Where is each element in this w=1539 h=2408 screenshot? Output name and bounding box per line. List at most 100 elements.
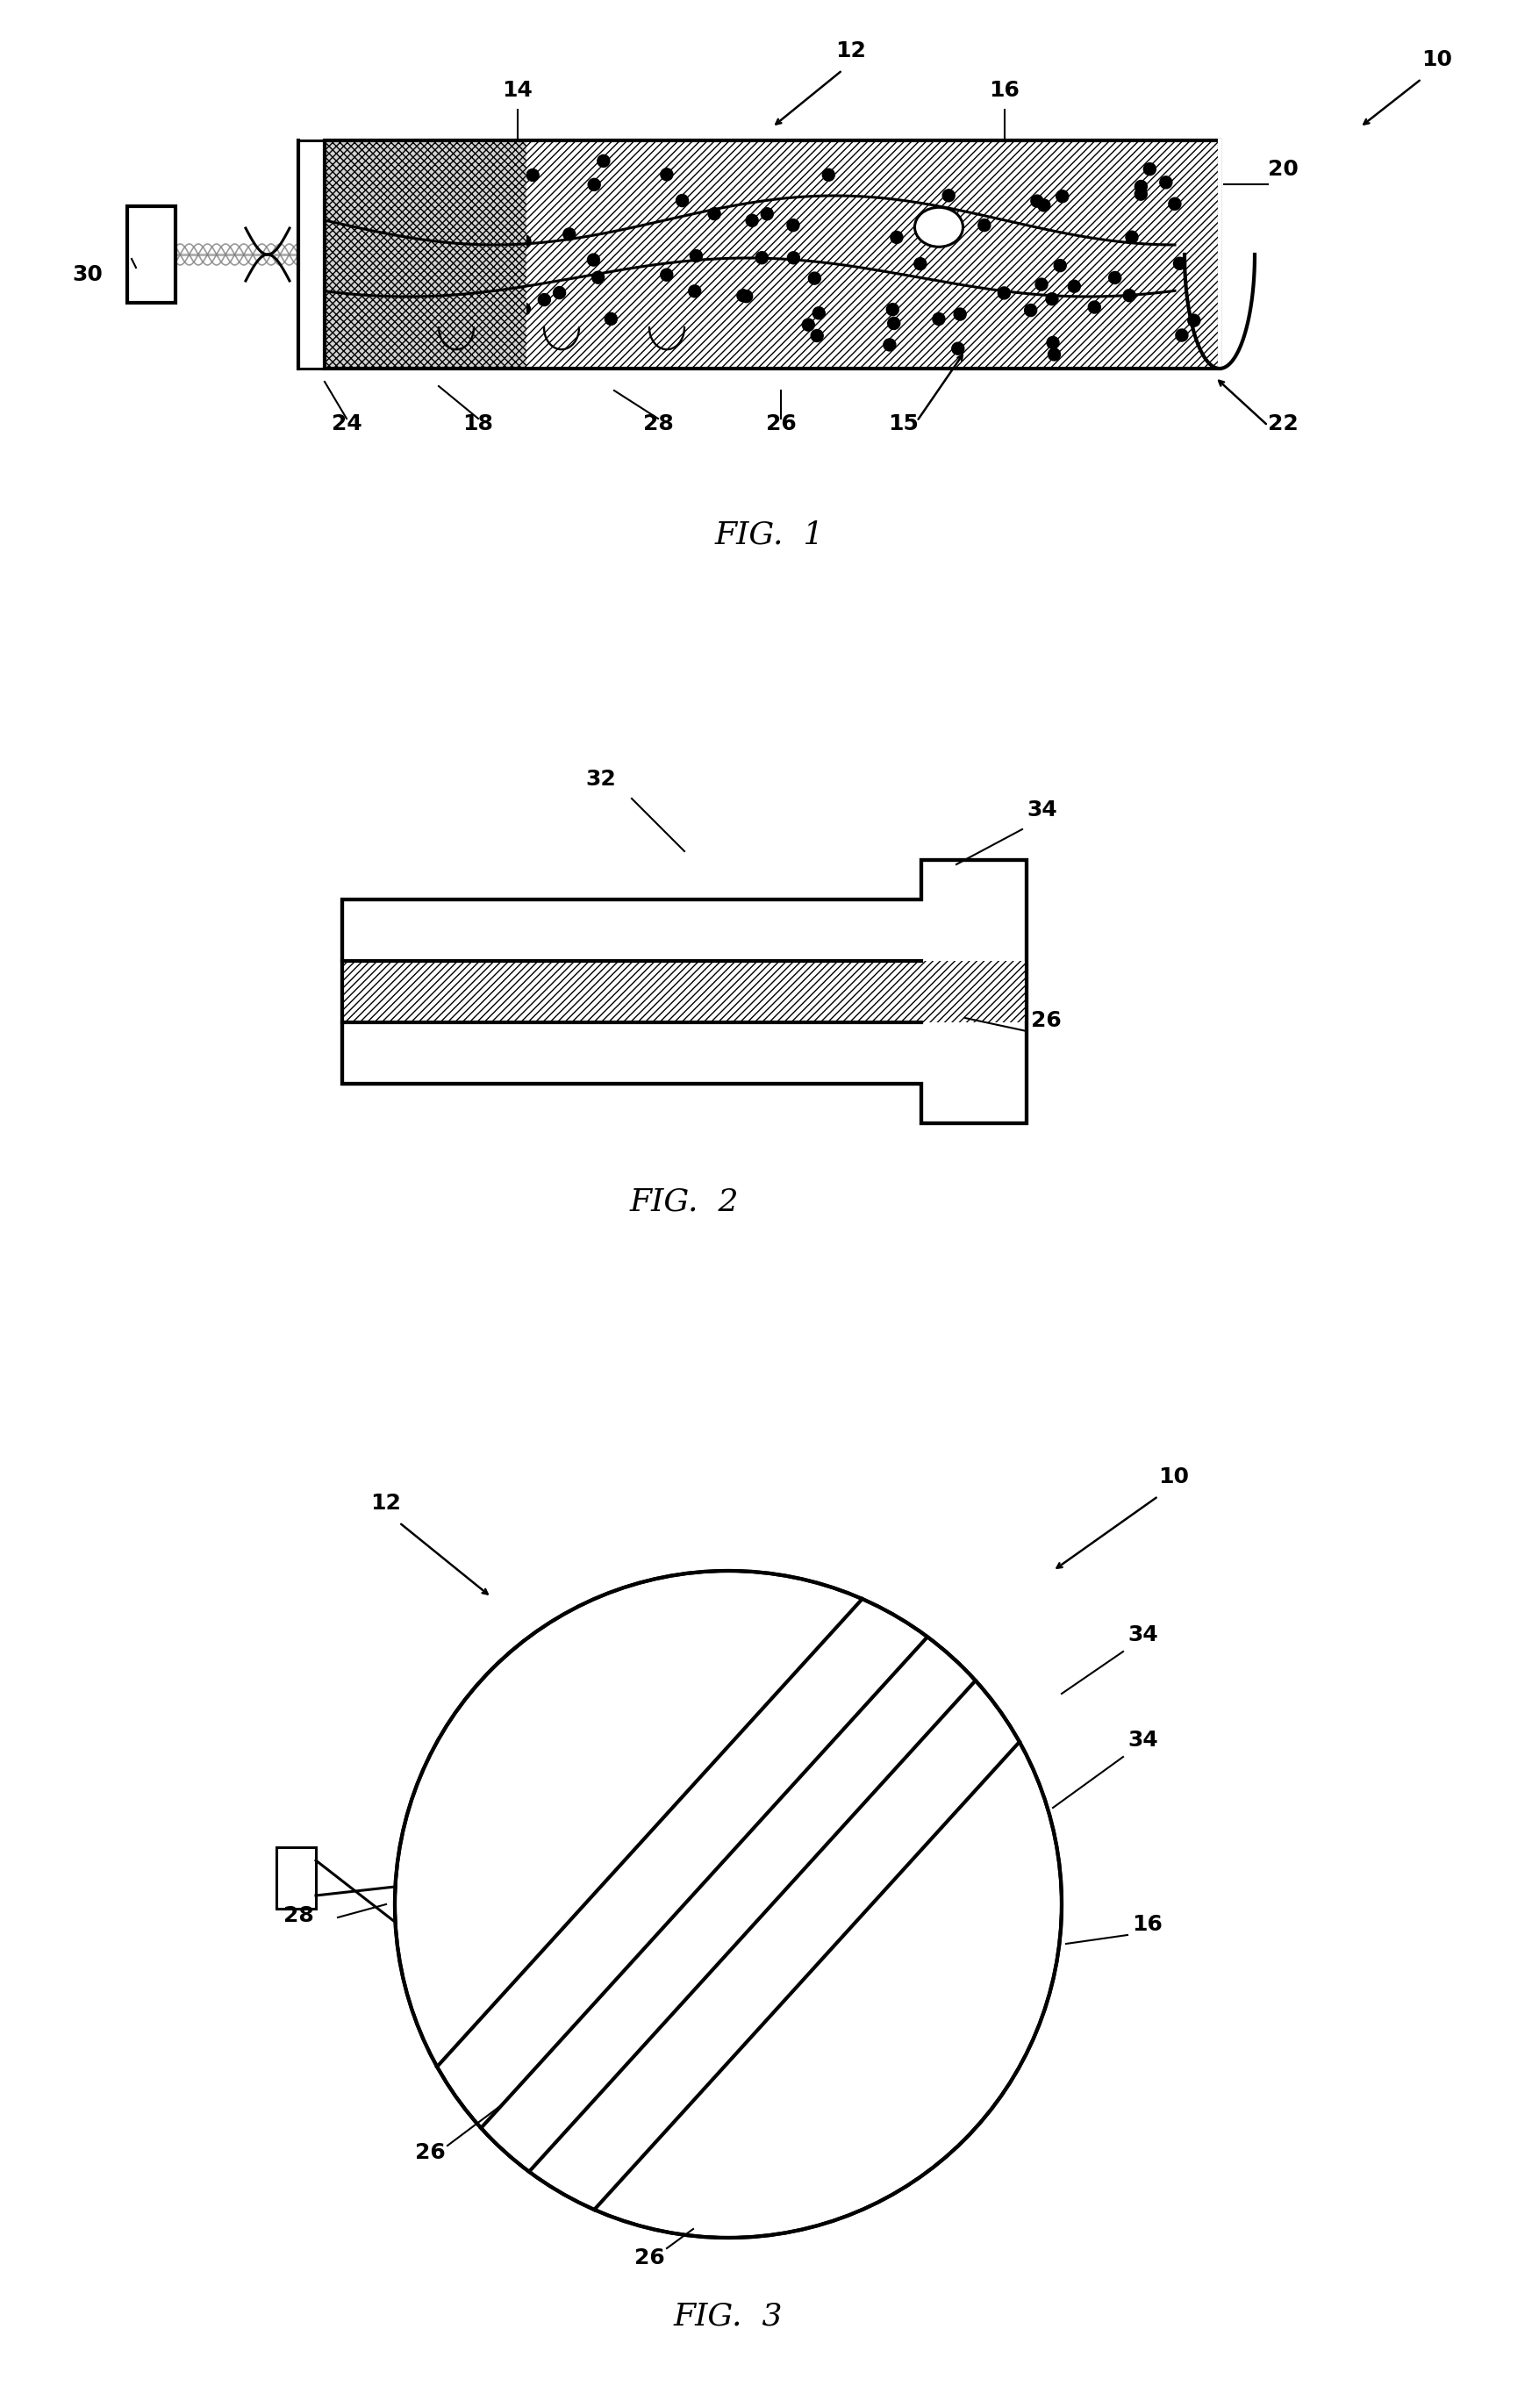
- Circle shape: [1134, 181, 1147, 193]
- Circle shape: [396, 1570, 1062, 2237]
- Circle shape: [933, 313, 945, 325]
- Circle shape: [1188, 315, 1200, 327]
- Circle shape: [676, 195, 688, 207]
- Text: 26: 26: [634, 2247, 665, 2268]
- Circle shape: [372, 282, 385, 294]
- Text: 32: 32: [586, 768, 616, 790]
- Bar: [325, 140, 1219, 368]
- Circle shape: [788, 253, 800, 265]
- Circle shape: [474, 275, 486, 287]
- Circle shape: [740, 291, 753, 303]
- Circle shape: [954, 308, 966, 320]
- Circle shape: [342, 299, 354, 311]
- Circle shape: [708, 207, 720, 219]
- Text: 22: 22: [1268, 414, 1299, 433]
- Bar: [325, 140, 1219, 368]
- Circle shape: [688, 284, 700, 296]
- Text: 12: 12: [371, 1493, 402, 1515]
- Circle shape: [689, 250, 702, 262]
- Circle shape: [802, 318, 814, 330]
- Circle shape: [1037, 200, 1050, 212]
- Text: 16: 16: [990, 79, 1020, 101]
- Circle shape: [942, 190, 954, 202]
- Text: 24: 24: [331, 414, 362, 433]
- Circle shape: [1048, 349, 1060, 361]
- Bar: [325, 140, 526, 368]
- Text: 34: 34: [1128, 1729, 1157, 1751]
- Circle shape: [519, 303, 531, 315]
- Circle shape: [1056, 190, 1068, 202]
- Circle shape: [376, 197, 388, 209]
- Circle shape: [526, 169, 539, 181]
- Text: 15: 15: [888, 414, 919, 433]
- Circle shape: [1143, 164, 1156, 176]
- Circle shape: [660, 169, 673, 181]
- Circle shape: [363, 313, 376, 325]
- Text: 34: 34: [1027, 799, 1057, 821]
- Text: 28: 28: [283, 1905, 314, 1926]
- Circle shape: [419, 178, 431, 190]
- Text: FIG.  3: FIG. 3: [674, 2302, 783, 2331]
- Circle shape: [660, 270, 673, 282]
- Circle shape: [811, 330, 823, 342]
- Circle shape: [1054, 260, 1067, 272]
- Circle shape: [605, 313, 617, 325]
- Circle shape: [746, 214, 759, 226]
- Text: FIG.  2: FIG. 2: [629, 1187, 739, 1216]
- Circle shape: [460, 243, 472, 255]
- Circle shape: [519, 236, 531, 248]
- Text: 18: 18: [463, 414, 494, 433]
- Circle shape: [979, 219, 991, 231]
- Text: 26: 26: [1031, 1009, 1062, 1031]
- Circle shape: [405, 183, 417, 195]
- Bar: [325, 140, 526, 368]
- Bar: [277, 1847, 315, 1910]
- Circle shape: [419, 311, 431, 323]
- Circle shape: [891, 231, 903, 243]
- Circle shape: [1125, 231, 1137, 243]
- Circle shape: [914, 258, 926, 270]
- Text: 16: 16: [1131, 1914, 1162, 1936]
- Circle shape: [1025, 303, 1037, 315]
- Circle shape: [512, 195, 525, 207]
- Circle shape: [1031, 195, 1043, 207]
- Text: 34: 34: [1128, 1625, 1157, 1645]
- Circle shape: [403, 164, 416, 176]
- Circle shape: [593, 272, 605, 284]
- Bar: [128, 207, 175, 303]
- Circle shape: [737, 289, 749, 301]
- Circle shape: [888, 318, 900, 330]
- Circle shape: [822, 169, 834, 181]
- Circle shape: [511, 270, 523, 284]
- Circle shape: [786, 219, 799, 231]
- Circle shape: [539, 294, 551, 306]
- Circle shape: [563, 229, 576, 241]
- Bar: [342, 961, 1027, 1023]
- Text: 26: 26: [414, 2143, 445, 2162]
- Circle shape: [951, 342, 963, 354]
- Circle shape: [588, 253, 600, 265]
- Text: 10: 10: [1159, 1466, 1190, 1488]
- Circle shape: [468, 212, 480, 224]
- Circle shape: [349, 164, 362, 178]
- Text: FIG.  1: FIG. 1: [716, 520, 823, 549]
- Circle shape: [597, 154, 609, 166]
- Circle shape: [588, 178, 600, 190]
- Circle shape: [1047, 337, 1059, 349]
- Circle shape: [379, 342, 391, 354]
- Circle shape: [997, 287, 1010, 299]
- Text: 26: 26: [766, 414, 796, 433]
- Circle shape: [1088, 301, 1100, 313]
- Circle shape: [342, 241, 354, 253]
- Circle shape: [1047, 294, 1059, 306]
- Circle shape: [1176, 330, 1188, 342]
- Bar: [342, 961, 1027, 1023]
- Text: 14: 14: [502, 79, 532, 101]
- Ellipse shape: [914, 207, 963, 248]
- Circle shape: [813, 306, 825, 320]
- Circle shape: [1108, 272, 1120, 284]
- Circle shape: [886, 303, 899, 315]
- Circle shape: [1036, 279, 1048, 291]
- Text: 20: 20: [1268, 159, 1299, 181]
- Text: 10: 10: [1422, 48, 1453, 70]
